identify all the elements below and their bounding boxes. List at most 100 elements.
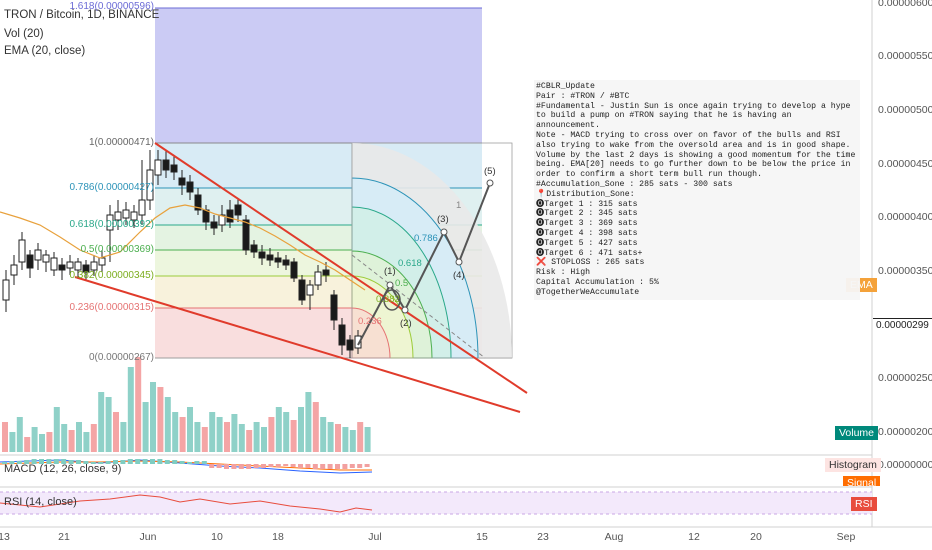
macd-bar <box>120 460 126 464</box>
histogram-tag[interactable]: Histogram <box>825 458 881 472</box>
date-label: Jun <box>139 531 157 543</box>
price-label: 0.00000350 <box>878 265 932 277</box>
candle[interactable] <box>130 211 138 221</box>
macd-bar <box>327 464 333 469</box>
macd-bar <box>39 459 44 464</box>
volume-bar <box>16 417 23 452</box>
candle[interactable] <box>354 335 362 349</box>
macd-bar <box>135 459 141 464</box>
candle[interactable] <box>170 164 178 173</box>
candle[interactable] <box>338 324 346 346</box>
fib-label-382: 0.382(0.00000345) <box>69 270 154 281</box>
signal-tag[interactable]: Signal <box>843 476 881 486</box>
volume-bar <box>83 432 90 452</box>
volume-bar <box>53 407 60 452</box>
candle[interactable] <box>234 204 242 216</box>
volume-bar <box>135 357 142 452</box>
candle[interactable] <box>58 264 66 271</box>
macd-bar <box>342 464 348 469</box>
candle[interactable] <box>106 214 114 231</box>
candle[interactable] <box>314 271 322 286</box>
candle[interactable] <box>282 259 290 266</box>
candle[interactable] <box>146 169 154 201</box>
symbol-title[interactable]: TRON / Bitcoin, 1D, BINANCE <box>4 9 160 21</box>
candlestick-series[interactable] <box>2 150 362 358</box>
candle[interactable] <box>274 257 282 263</box>
current-price-tag: 0.00000299 <box>873 318 932 332</box>
volume-bar <box>216 417 223 452</box>
candle[interactable] <box>178 177 186 186</box>
macd-bar <box>113 460 118 464</box>
candle[interactable] <box>26 254 34 269</box>
volume-bar <box>157 387 164 452</box>
candle[interactable] <box>306 284 314 296</box>
date-label: 21 <box>58 531 70 543</box>
candle[interactable] <box>74 261 82 271</box>
macd-bar <box>201 461 207 464</box>
macd-bar <box>98 462 104 464</box>
rsi-band <box>0 492 872 514</box>
candle[interactable] <box>114 211 122 221</box>
candle[interactable] <box>242 219 250 251</box>
candle[interactable] <box>290 261 298 279</box>
fan-label-786: 0.786 <box>414 233 438 244</box>
candle[interactable] <box>2 279 10 301</box>
candle[interactable] <box>50 257 58 271</box>
candle[interactable] <box>226 209 234 223</box>
candle[interactable] <box>34 249 42 261</box>
rsi-tag[interactable]: RSI <box>851 497 877 511</box>
macd-legend[interactable]: MACD (12, 26, close, 9) <box>4 463 122 475</box>
wave-highlight <box>383 289 401 311</box>
candle[interactable] <box>250 244 258 253</box>
candle[interactable] <box>322 269 330 276</box>
lower-trendline[interactable] <box>74 276 521 413</box>
volume-bar <box>357 422 364 452</box>
wave-point-3 <box>440 228 448 236</box>
candle[interactable] <box>90 261 98 271</box>
date-label: 13 <box>0 531 10 543</box>
rsi-legend[interactable]: RSI (14, close) <box>4 496 77 508</box>
candle[interactable] <box>82 264 90 273</box>
candle[interactable] <box>138 199 146 216</box>
candle[interactable] <box>194 194 202 211</box>
candle[interactable] <box>162 159 170 171</box>
candle[interactable] <box>18 239 26 263</box>
date-label: Jul <box>368 531 382 543</box>
candle[interactable] <box>298 279 306 301</box>
volume-histogram[interactable] <box>2 357 371 452</box>
volume-bar <box>179 417 186 452</box>
volume-tag[interactable]: Volume <box>835 426 879 440</box>
candle[interactable] <box>210 221 218 229</box>
analysis-note[interactable]: #CBLR_Update Pair : #TRON / #BTC #Fundam… <box>534 80 860 300</box>
candle[interactable] <box>98 257 106 266</box>
volume-bar <box>61 424 68 452</box>
candle[interactable] <box>122 209 130 219</box>
volume-bar <box>113 412 119 452</box>
candle[interactable] <box>218 214 226 226</box>
candle[interactable] <box>258 251 266 259</box>
candle[interactable] <box>66 261 74 269</box>
volume-bar <box>2 422 8 452</box>
volume-bar <box>201 427 208 452</box>
vol-legend[interactable]: Vol (20) <box>4 28 44 40</box>
ema-line[interactable] <box>0 204 366 291</box>
fib-speed-arcs[interactable] <box>351 142 513 359</box>
price-label: 0.00000600 <box>878 0 932 9</box>
candle[interactable] <box>266 254 274 261</box>
candle[interactable] <box>186 181 194 193</box>
upper-trendline[interactable] <box>154 142 528 394</box>
macd-pane[interactable] <box>0 459 373 474</box>
candle[interactable] <box>346 339 354 351</box>
candle[interactable] <box>330 294 338 321</box>
candle[interactable] <box>10 264 18 276</box>
ema-legend[interactable]: EMA (20, close) <box>4 45 86 57</box>
candle[interactable] <box>42 254 50 263</box>
macd-bar <box>357 464 363 468</box>
rsi-pane[interactable] <box>0 491 872 515</box>
fan-label-236: 0.236 <box>358 316 382 327</box>
candle[interactable] <box>154 159 162 176</box>
macd-bar <box>61 459 67 464</box>
volume-bar <box>150 382 156 452</box>
